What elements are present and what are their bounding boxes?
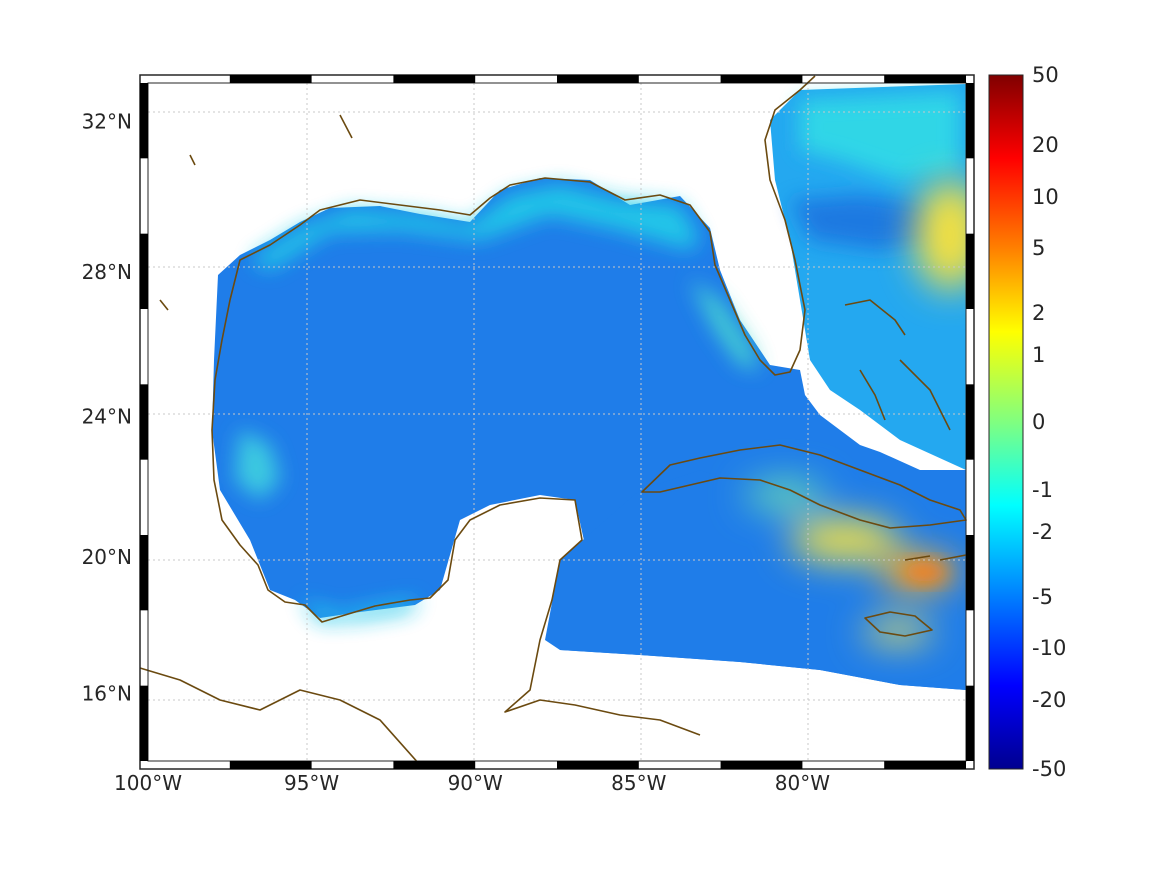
hotspot-cuba-south-coast	[790, 518, 900, 562]
colorbar-tick-label: -5	[1032, 585, 1053, 609]
jamaica-line	[864, 611, 933, 637]
lon-tick-label: 90°W	[448, 771, 503, 795]
coastlines	[139, 75, 967, 766]
frame-segment	[393, 761, 476, 769]
hispaniola-line	[904, 554, 967, 561]
colorbar-tick-label: -1	[1032, 478, 1053, 502]
lat-tick-label: 32°N	[82, 110, 132, 134]
bahamas-line	[844, 299, 951, 431]
texas-islands-line	[159, 114, 353, 311]
colorbar-tick-label: 5	[1032, 236, 1045, 260]
frame-segment	[557, 761, 639, 769]
hotspot-jamaica-south	[863, 620, 933, 644]
frame-checkers	[140, 75, 974, 769]
colorbar-tick-label: -20	[1032, 688, 1066, 712]
hotspot-core-south-of-cuba	[903, 562, 947, 582]
gulf-coast-line	[229, 75, 816, 376]
central-america-line	[139, 667, 421, 766]
atlantic-core-blue	[790, 195, 940, 250]
lat-tick-label: 28°N	[82, 260, 132, 284]
ocean-field	[212, 84, 966, 690]
colorbar-tick-label: 50	[1032, 63, 1059, 87]
colorbar-tick-label: 2	[1032, 301, 1045, 325]
colorbar-tick-label: 10	[1032, 185, 1059, 209]
atlantic-cyan-band	[800, 92, 960, 180]
colorbar-tick-label: 1	[1032, 343, 1045, 367]
colorbar-tick-label: 0	[1032, 410, 1045, 434]
frame-segment	[966, 233, 974, 309]
frame-segment	[720, 75, 803, 83]
frame-segment	[884, 761, 966, 769]
frame-segment	[229, 761, 312, 769]
colorbar-tick-label: 20	[1032, 133, 1059, 157]
west-florida-fringe	[690, 280, 760, 370]
frame-segment	[393, 75, 476, 83]
lon-tick-label: 85°W	[611, 771, 666, 795]
frame-segment	[557, 75, 639, 83]
lat-tick-label: 24°N	[82, 405, 132, 429]
lon-tick-label: 100°W	[114, 771, 182, 795]
mexico-coast-line	[211, 299, 701, 736]
frame-segment	[884, 75, 966, 83]
graticule	[148, 83, 966, 761]
frame-segment	[140, 685, 148, 761]
colorbar-tick-label: -10	[1032, 636, 1066, 660]
frame-segment	[966, 535, 974, 611]
frame-segment	[140, 83, 148, 159]
frame-segment	[720, 761, 803, 769]
northern-gulf-fringe	[250, 185, 700, 270]
frame-segment	[966, 83, 974, 159]
atlantic-ocean	[770, 84, 966, 470]
lon-tick-label: 80°W	[775, 771, 830, 795]
colorbar	[988, 74, 1024, 770]
cayman-warm-band	[745, 481, 825, 509]
mexico-west-fringe	[235, 430, 280, 500]
frame-segment	[140, 233, 148, 309]
lat-tick-label: 16°N	[82, 682, 132, 706]
colorbar-tick-label: -2	[1032, 520, 1053, 544]
frame-segment	[140, 384, 148, 460]
hotspot-atlantic-east	[915, 180, 966, 290]
colorbar-tick-label: -50	[1032, 757, 1066, 781]
longitude-labels: 100°W 95°W 90°W 85°W 80°W	[114, 771, 830, 795]
lat-tick-label: 20°N	[82, 545, 132, 569]
frame-segment	[140, 535, 148, 611]
frame-segment	[229, 75, 312, 83]
lon-tick-label: 95°W	[284, 771, 339, 795]
frame-segment	[966, 384, 974, 460]
frame-segment	[966, 685, 974, 761]
latitude-labels: 32°N 28°N 24°N 20°N 16°N	[82, 110, 132, 706]
